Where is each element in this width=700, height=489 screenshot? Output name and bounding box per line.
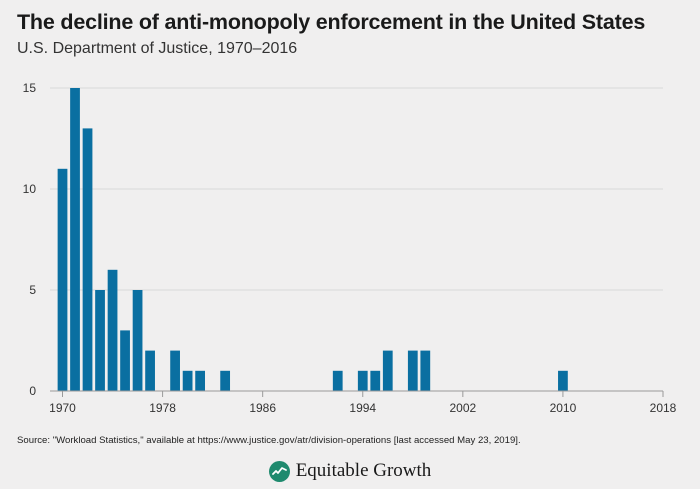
y-tick-label-0: 0 — [29, 384, 36, 398]
bar-1996 — [382, 350, 393, 391]
x-tick-label-1986: 1986 — [249, 401, 276, 415]
bar-1998 — [407, 350, 418, 391]
bar-1976 — [132, 290, 143, 391]
bar-1971 — [70, 88, 80, 391]
bar-1979 — [170, 350, 180, 391]
x-tick-label-2010: 2010 — [550, 401, 577, 415]
x-tick-label-1994: 1994 — [349, 401, 376, 415]
chart-subtitle: U.S. Department of Justice, 1970–2016 — [17, 40, 298, 57]
bar-1980 — [182, 370, 193, 391]
source-note: Source: "Workload Statistics," available… — [17, 435, 521, 446]
bar-1994 — [357, 370, 368, 391]
bar-1981 — [195, 370, 206, 391]
bar-1970 — [57, 168, 68, 391]
bar-1972 — [82, 128, 93, 391]
growth-line-icon — [268, 460, 290, 482]
x-tick-label-2002: 2002 — [449, 401, 476, 415]
bar-1973 — [95, 290, 105, 391]
bar-1992 — [332, 370, 343, 391]
x-tick-label-1978: 1978 — [149, 401, 176, 415]
y-tick-label-15: 15 — [23, 81, 37, 95]
bar-1974 — [107, 269, 118, 391]
brand-name: Equitable Growth — [295, 460, 432, 481]
chart-title: The decline of anti-monopoly enforcement… — [17, 10, 646, 34]
bar-1999 — [420, 350, 431, 391]
bar-2010 — [558, 370, 568, 391]
bar-1995 — [370, 370, 381, 391]
bar-1983 — [220, 370, 231, 391]
brand-footer: Equitable Growth — [0, 460, 700, 482]
x-tick-label-2018: 2018 — [650, 401, 677, 415]
x-tick-label-1970: 1970 — [49, 401, 76, 415]
y-tick-label-5: 5 — [29, 283, 36, 297]
bar-1977 — [145, 350, 155, 391]
bar-1975 — [120, 330, 130, 391]
y-tick-label-10: 10 — [23, 182, 37, 196]
bar-chart: 0 5 10 15 1970 1978 1986 1994 2002 2010 2018 — [23, 81, 677, 415]
